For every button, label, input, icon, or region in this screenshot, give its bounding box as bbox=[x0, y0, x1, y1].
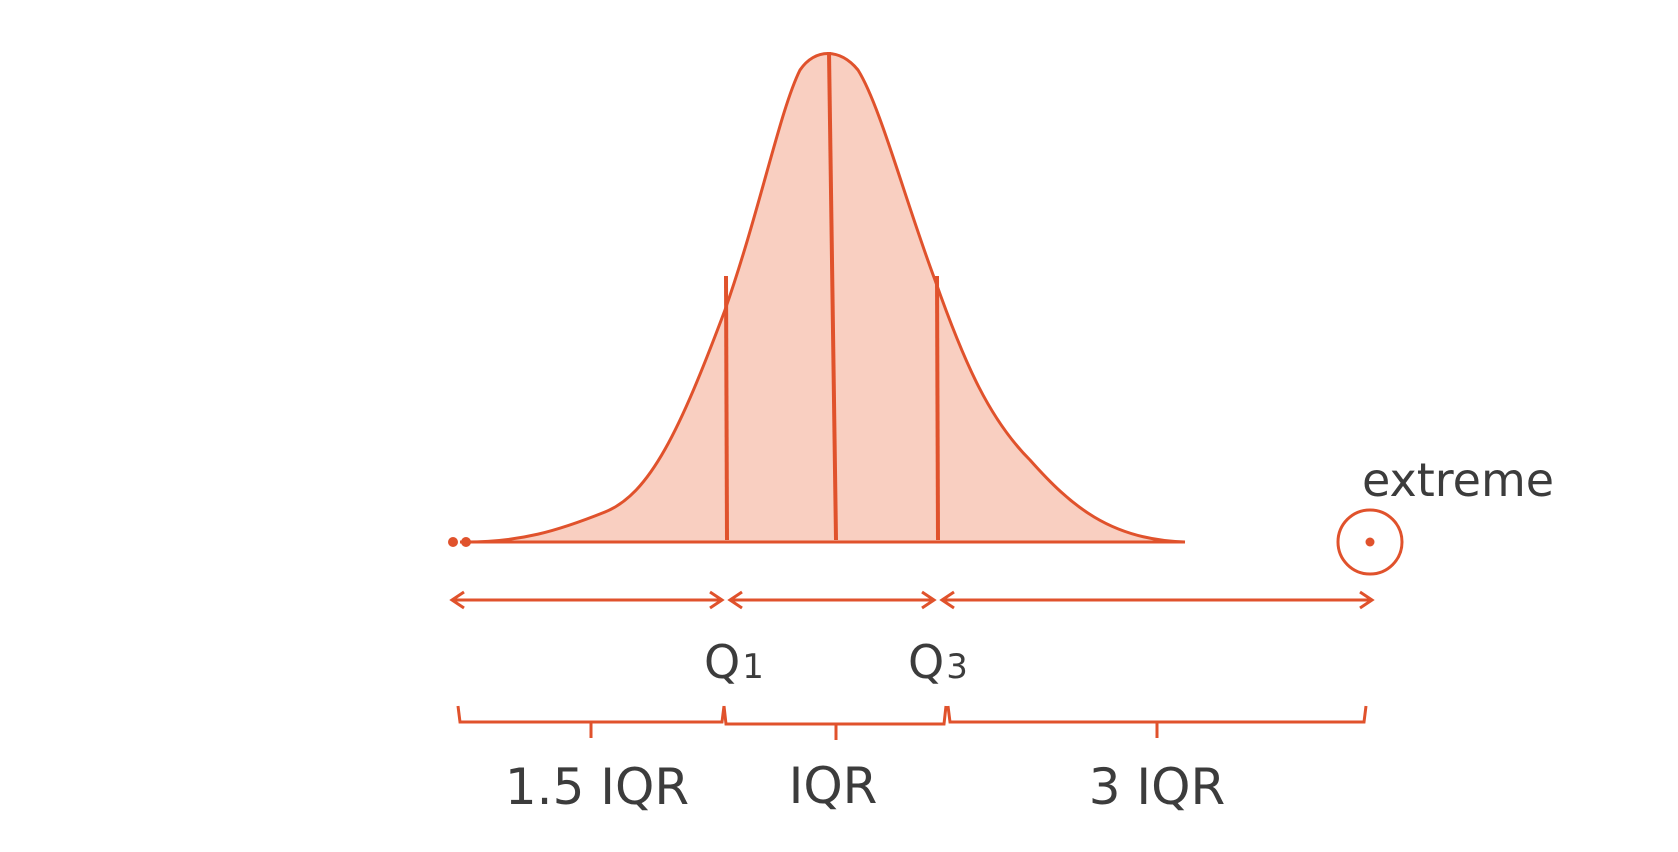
extreme-outlier-ring bbox=[1336, 508, 1404, 576]
outlier-dot bbox=[448, 537, 458, 547]
q3-line bbox=[935, 275, 940, 541]
extreme-label: extreme bbox=[1362, 453, 1554, 507]
range-label-middle: IQR bbox=[789, 757, 878, 815]
outlier-dot bbox=[461, 537, 471, 547]
q3-label: Q3 bbox=[908, 635, 968, 689]
q1-line bbox=[724, 275, 729, 541]
median-line bbox=[827, 51, 838, 541]
distance-arrows bbox=[449, 590, 1375, 610]
range-label-left: 1.5 IQR bbox=[505, 758, 689, 816]
range-label-right: 3 IQR bbox=[1089, 758, 1226, 816]
extreme-outlier-dot bbox=[1365, 537, 1375, 547]
distribution-curve bbox=[459, 52, 1186, 544]
q1-label: Q1 bbox=[704, 635, 764, 689]
range-braces bbox=[456, 705, 1368, 740]
